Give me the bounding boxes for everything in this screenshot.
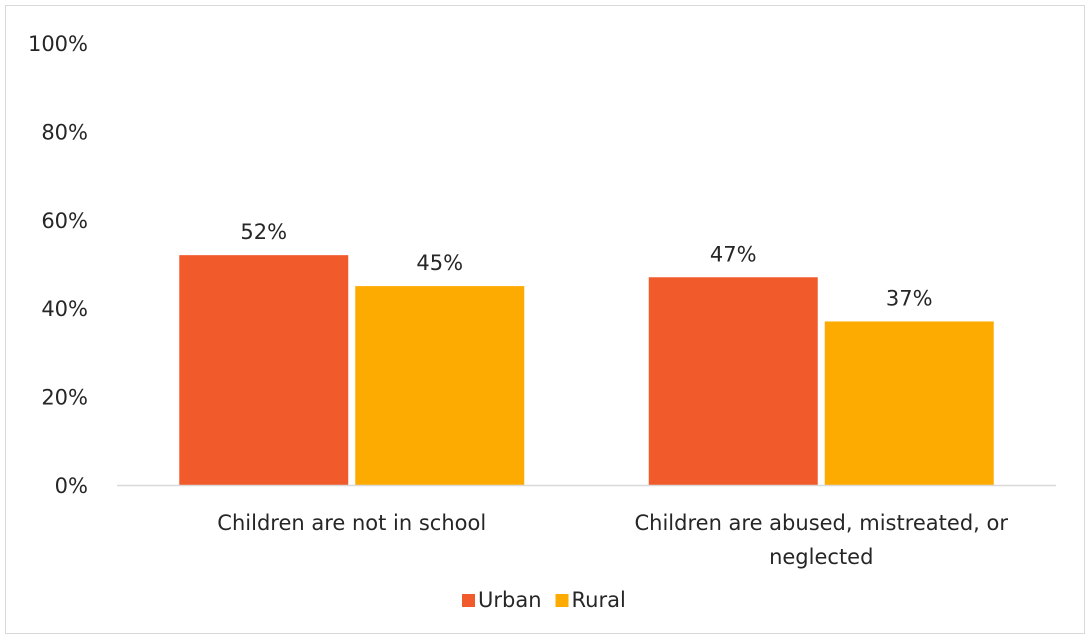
- bar-rural-1: [355, 286, 525, 485]
- y-tick-label: 20%: [41, 386, 88, 410]
- bar-data-labels: 52% 45% 47% 37%: [240, 220, 932, 310]
- legend-label-rural: Rural: [572, 588, 626, 612]
- y-tick-label: 40%: [41, 297, 88, 321]
- bar-urban-1: [179, 255, 349, 485]
- bar-rural-2: [824, 321, 994, 485]
- bars: [179, 255, 994, 485]
- x-category-label: Children are not in school: [217, 511, 486, 535]
- y-tick-label: 100%: [28, 32, 88, 56]
- x-axis-category-labels: Children are not in school Children are a…: [217, 511, 1008, 569]
- bar-label-urban-1: 52%: [240, 220, 287, 244]
- y-tick-label: 0%: [55, 474, 88, 498]
- legend-swatch-rural: [555, 594, 569, 607]
- x-category-label: Children are abused, mistreated, or: [635, 511, 1009, 535]
- bar-label-urban-2: 47%: [710, 242, 757, 266]
- bar-label-rural-2: 37%: [886, 286, 933, 310]
- y-tick-label: 80%: [41, 120, 88, 144]
- legend-label-urban: Urban: [478, 588, 542, 612]
- bar-label-rural-1: 45%: [416, 251, 463, 275]
- x-category-label: neglected: [769, 545, 873, 569]
- y-tick-label: 60%: [41, 209, 88, 233]
- bar-urban-2: [648, 277, 818, 485]
- legend: Urban Rural: [462, 588, 626, 612]
- y-axis-ticks: 0% 20% 40% 60% 80% 100%: [28, 32, 88, 498]
- legend-swatch-urban: [462, 594, 475, 607]
